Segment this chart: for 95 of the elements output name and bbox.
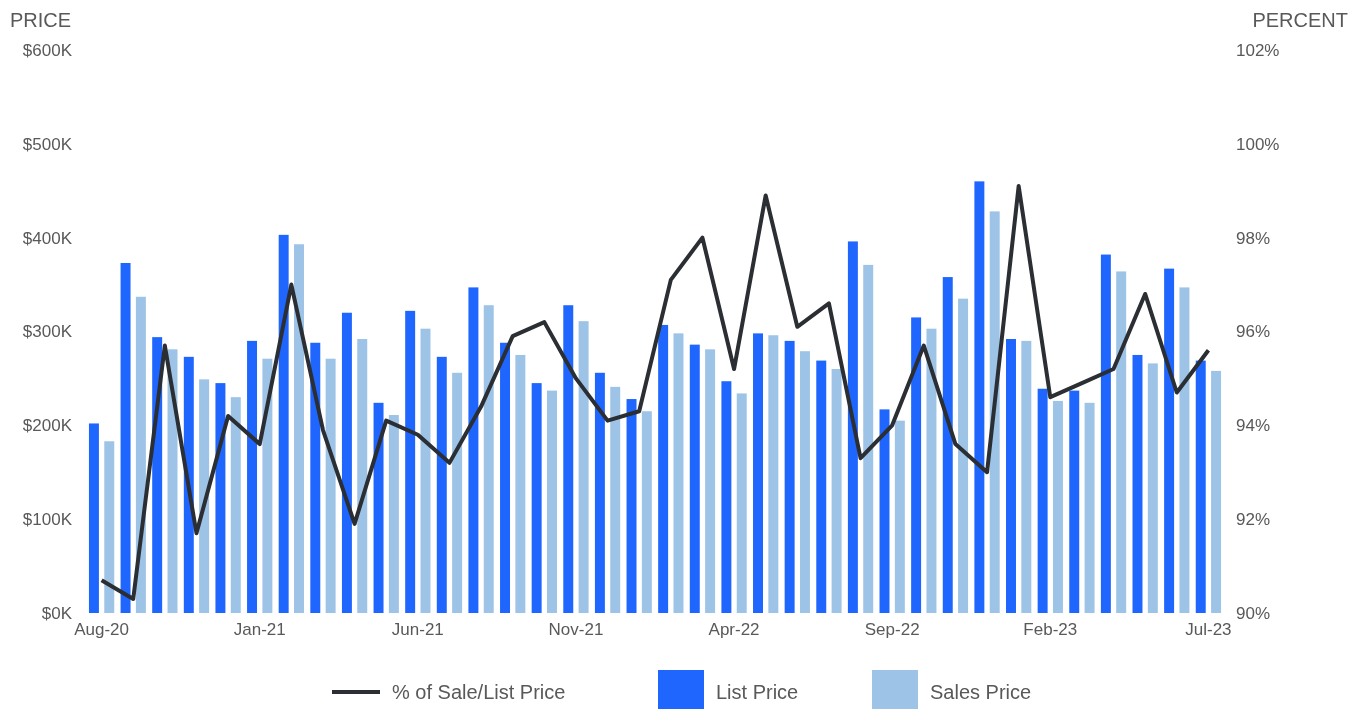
bar [816,360,827,613]
x-tick-label: Apr-22 [708,619,760,639]
bar [405,310,416,613]
bar [689,344,700,613]
bar [942,277,953,613]
bar [658,324,669,613]
bar [578,321,589,613]
bar [483,305,494,613]
bar [294,244,304,613]
bar [120,263,131,613]
bar [768,335,779,613]
bar [1084,402,1095,613]
x-tick-label: Feb-23 [1023,619,1078,639]
y-axis-title: PRICE [10,9,72,31]
bar [641,411,652,613]
y-tick-label: $400K [22,228,73,248]
y-tick-label: $300K [22,322,73,342]
bar [341,312,352,613]
x-tick-label: Aug-20 [74,619,130,639]
bar [230,397,241,613]
bar [183,356,194,613]
bar [1211,370,1222,613]
bar [468,287,479,613]
bar [926,328,937,613]
bar [388,415,399,613]
bar [847,241,858,613]
x-tick-label: Sep-22 [864,619,920,639]
bar [989,211,1000,613]
y-tick-label: $0K [41,603,73,623]
bar [626,399,637,613]
bar [594,372,605,613]
bar [721,381,732,613]
y-tick-label: $100K [22,510,73,530]
bar [784,340,795,613]
y-tick-label: $500K [22,134,73,154]
bar [278,234,289,613]
y-tick-label: $200K [22,416,73,436]
bar [452,372,463,613]
x-tick-label: Jul-23 [1185,619,1232,639]
bar [1116,271,1127,613]
bar [753,333,763,613]
bar [563,305,574,613]
bar [373,402,384,613]
legend-label: Sales Price [930,681,1032,703]
bar [736,393,747,613]
bar [863,264,874,613]
bar [104,441,115,613]
bar [547,390,557,613]
bar [247,340,258,613]
legend-label: List Price [716,681,799,703]
bar [436,356,447,613]
bar [262,358,273,613]
bar [673,333,684,613]
y2-axis-title: PERCENT [1252,9,1348,31]
bar [310,342,321,613]
y2-tick-label: 102% [1236,40,1280,60]
bar [799,351,810,613]
bar [831,369,842,613]
bar [500,342,511,613]
bar [515,354,526,613]
bar [1179,287,1190,613]
bar [894,420,905,613]
bar [911,317,922,613]
bar [1132,354,1143,613]
bar [1069,390,1080,613]
x-tick-label: Jan-21 [233,619,286,639]
x-tick-label: Jun-21 [391,619,444,639]
bar [1021,340,1032,613]
bar [958,298,969,613]
legend-label: % of Sale/List Price [392,681,566,703]
x-tick-label: Nov-21 [548,619,604,639]
line-series [99,184,1211,601]
bar [357,339,368,613]
bar [1195,360,1206,613]
y-tick-label: $600K [22,40,73,60]
bar [325,358,336,613]
bar [1052,400,1063,613]
bar [610,386,621,613]
bar [974,181,985,613]
y2-tick-label: 96% [1236,322,1271,342]
bar [199,379,210,613]
bar [1164,268,1175,613]
bar [705,349,716,613]
bar [1100,254,1111,613]
y2-tick-label: 100% [1236,134,1280,154]
y2-tick-label: 94% [1236,416,1271,436]
bar [1037,388,1048,613]
bar [531,383,542,613]
bar [1006,339,1016,613]
y2-tick-label: 92% [1236,510,1271,530]
bar [88,423,99,613]
y2-tick-label: 90% [1236,603,1271,623]
y2-tick-label: 98% [1236,228,1271,248]
bar [1147,363,1158,613]
bar [215,383,226,613]
